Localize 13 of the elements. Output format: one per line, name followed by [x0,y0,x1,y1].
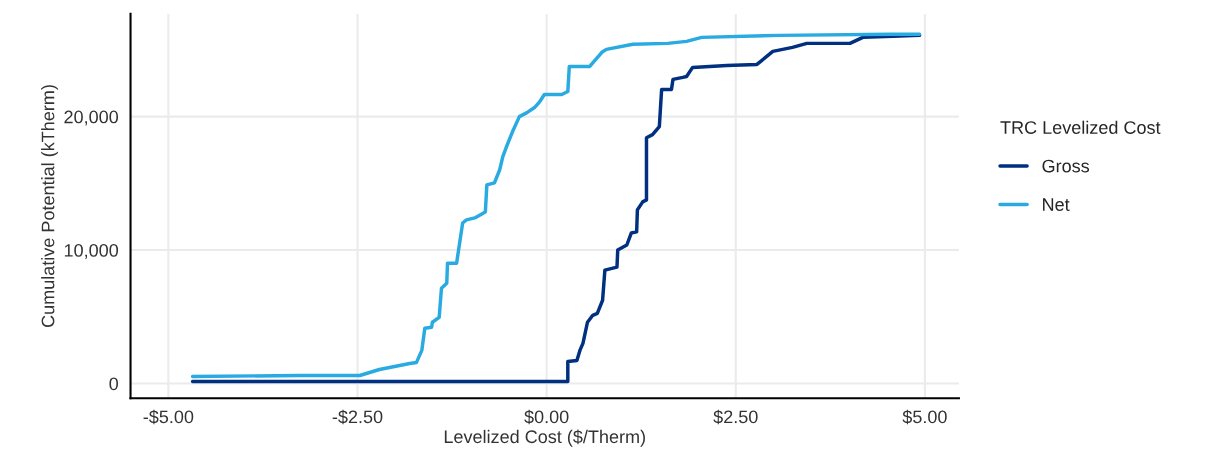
y-axis-title: Cumulative Potential (kTherm) [41,85,58,328]
legend-label: Net [1043,198,1070,211]
x-tick-label: $5.00 [902,409,947,425]
y-tick-label: 10,000 [64,244,119,259]
legend-label: Gross [1042,159,1090,173]
y-tick-label: 20,000 [64,110,119,126]
x-tick-label: -$5.00 [143,409,194,425]
x-tick-label: -$2.50 [332,409,383,425]
legend-title: TRC Levelized Cost [1000,120,1161,134]
x-axis-title: Levelized Cost ($/Therm) [444,429,645,447]
x-tick-label: $2.50 [713,409,758,425]
y-tick-label: 0 [109,377,119,391]
x-tick-label: $0.00 [524,409,569,425]
